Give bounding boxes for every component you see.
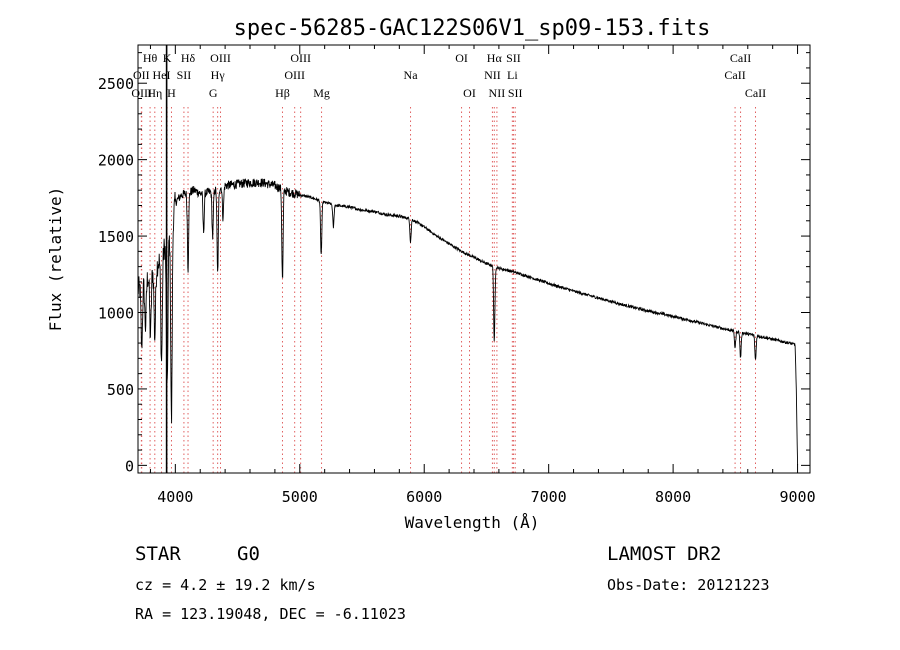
y-tick-label: 2000 [98, 152, 134, 170]
x-tick-label: 7000 [531, 488, 567, 506]
line-marker-label: CaII [724, 68, 745, 82]
line-marker-label: CaII [730, 51, 751, 65]
line-marker-label: Hη [147, 86, 162, 100]
redshift-info: cz = 4.2 ± 19.2 km/s [135, 576, 316, 594]
line-marker-label: CaII [745, 86, 766, 100]
line-marker-label: OI [463, 86, 476, 100]
line-marker-label: NII [484, 68, 501, 82]
line-marker-label: Na [404, 68, 419, 82]
line-marker-label: SII [177, 68, 192, 82]
line-marker-label: OI [455, 51, 468, 65]
x-tick-label: 9000 [779, 488, 815, 506]
x-axis-label: Wavelength (Å) [405, 513, 540, 532]
line-marker-label: OIII [290, 51, 311, 65]
y-tick-label: 0 [125, 457, 134, 475]
line-markers [140, 45, 756, 473]
line-marker-label: Mg [313, 86, 330, 100]
line-marker-label: HeI [153, 68, 171, 82]
coordinates: RA = 123.19048, DEC = -6.11023 [135, 605, 406, 623]
line-marker-label: Li [507, 68, 518, 82]
line-marker-label: G [209, 86, 218, 100]
y-axis: 0 500 1000 1500 2000 2500 [98, 52, 810, 475]
spectral-subclass: G0 [237, 543, 260, 565]
object-class: STAR [135, 543, 181, 565]
y-tick-label: 2500 [98, 75, 134, 93]
spectrum-line [137, 178, 799, 465]
line-marker-label: OIII [284, 68, 305, 82]
line-marker-label: Hβ [275, 86, 290, 100]
y-tick-label: 1000 [98, 305, 134, 323]
line-marker-label: Hγ [211, 68, 226, 82]
line-marker-label: K [163, 51, 172, 65]
line-marker-label: H [167, 86, 176, 100]
line-marker-label: SII [508, 86, 523, 100]
line-marker-label: SII [506, 51, 521, 65]
x-tick-label: 4000 [157, 488, 193, 506]
line-marker-label: Hα [487, 51, 503, 65]
chart-title: spec-56285-GAC122S06V1_sp09-153.fits [234, 16, 711, 41]
line-marker-label: OII [133, 68, 150, 82]
x-tick-label: 5000 [282, 488, 318, 506]
observation-date: Obs-Date: 20121223 [607, 576, 770, 594]
x-axis: 4000 5000 6000 7000 8000 9000 [149, 45, 816, 506]
x-tick-label: 6000 [406, 488, 442, 506]
y-tick-label: 1500 [98, 228, 134, 246]
y-tick-label: 500 [107, 381, 134, 399]
line-marker-label: Hθ [143, 51, 158, 65]
survey-name: LAMOST DR2 [607, 543, 721, 565]
y-axis-label: Flux (relative) [46, 187, 65, 332]
line-marker-label: OIII [131, 86, 152, 100]
line-marker-label: OIII [210, 51, 231, 65]
line-marker-label: NII [489, 86, 506, 100]
line-marker-label: Hδ [181, 51, 196, 65]
x-tick-label: 8000 [655, 488, 691, 506]
